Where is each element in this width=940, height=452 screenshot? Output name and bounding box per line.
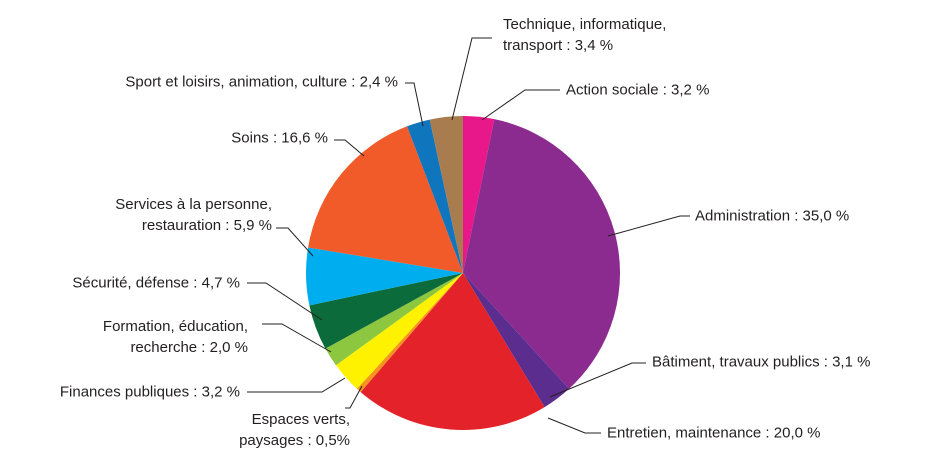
pie-slice — [356, 273, 463, 393]
pie-slice — [325, 273, 463, 366]
slice-label: Soins : 16,6 % — [231, 129, 328, 147]
leader-line — [276, 227, 314, 257]
leader-line — [247, 282, 323, 321]
slice-label: Espaces verts, paysages : 0,5% — [239, 411, 350, 449]
slice-label: Sport et loisirs, animation, culture : 2… — [125, 73, 398, 91]
slice-label: Formation, éducation, recherche : 2,0 % — [102, 318, 248, 356]
slice-label: Administration : 35,0 % — [695, 207, 850, 225]
leader-line — [262, 323, 332, 353]
pie-slice — [309, 273, 463, 349]
pie-slice — [360, 273, 545, 430]
leader-line — [345, 385, 363, 409]
slice-label: Bâtiment, travaux publics : 3,1 % — [652, 353, 871, 371]
pie-slice — [305, 247, 463, 306]
pie-slice — [463, 116, 495, 273]
leader-line — [334, 139, 365, 157]
pie-slice — [463, 119, 620, 389]
slice-label: Sécurité, défense : 4,7 % — [72, 274, 240, 292]
pie-slice — [429, 116, 463, 273]
slice-label: Finances publiques : 3,2 % — [59, 383, 240, 401]
leader-line — [451, 37, 492, 121]
pie-slice — [463, 273, 570, 408]
leader-line — [247, 377, 346, 393]
pie-slice — [407, 119, 463, 273]
leader-line — [549, 362, 646, 398]
leader-line — [607, 215, 690, 237]
leader-line — [405, 82, 424, 127]
pie-slice — [308, 126, 463, 273]
pie-slice — [335, 273, 463, 389]
leader-line — [481, 89, 560, 121]
leader-line — [547, 417, 601, 434]
slice-label: Services à la personne, restauration : 5… — [115, 196, 272, 234]
slice-label: Action sociale : 3,2 % — [566, 81, 710, 99]
slice-label: Entretien, maintenance : 20,0 % — [607, 424, 821, 442]
slice-label: Technique, informatique, transport : 3,4… — [503, 16, 667, 54]
